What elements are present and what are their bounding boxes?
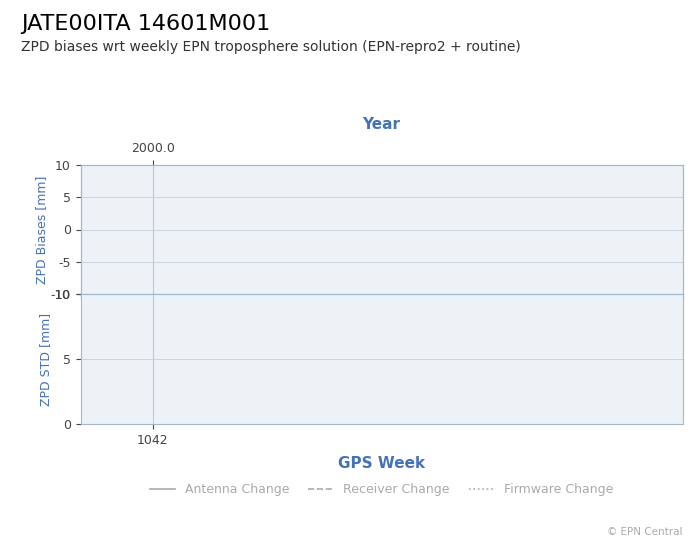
Y-axis label: ZPD Biases [mm]: ZPD Biases [mm] [34,176,48,284]
Text: Year: Year [363,117,400,132]
Text: GPS Week: GPS Week [338,456,425,471]
Y-axis label: ZPD STD [mm]: ZPD STD [mm] [39,313,52,406]
Legend: Antenna Change, Receiver Change, Firmware Change: Antenna Change, Receiver Change, Firmwar… [145,478,618,501]
Text: JATE00ITA 14601M001: JATE00ITA 14601M001 [21,14,270,33]
Text: ZPD biases wrt weekly EPN troposphere solution (EPN-repro2 + routine): ZPD biases wrt weekly EPN troposphere so… [21,40,521,55]
Text: © EPN Central: © EPN Central [607,527,682,537]
